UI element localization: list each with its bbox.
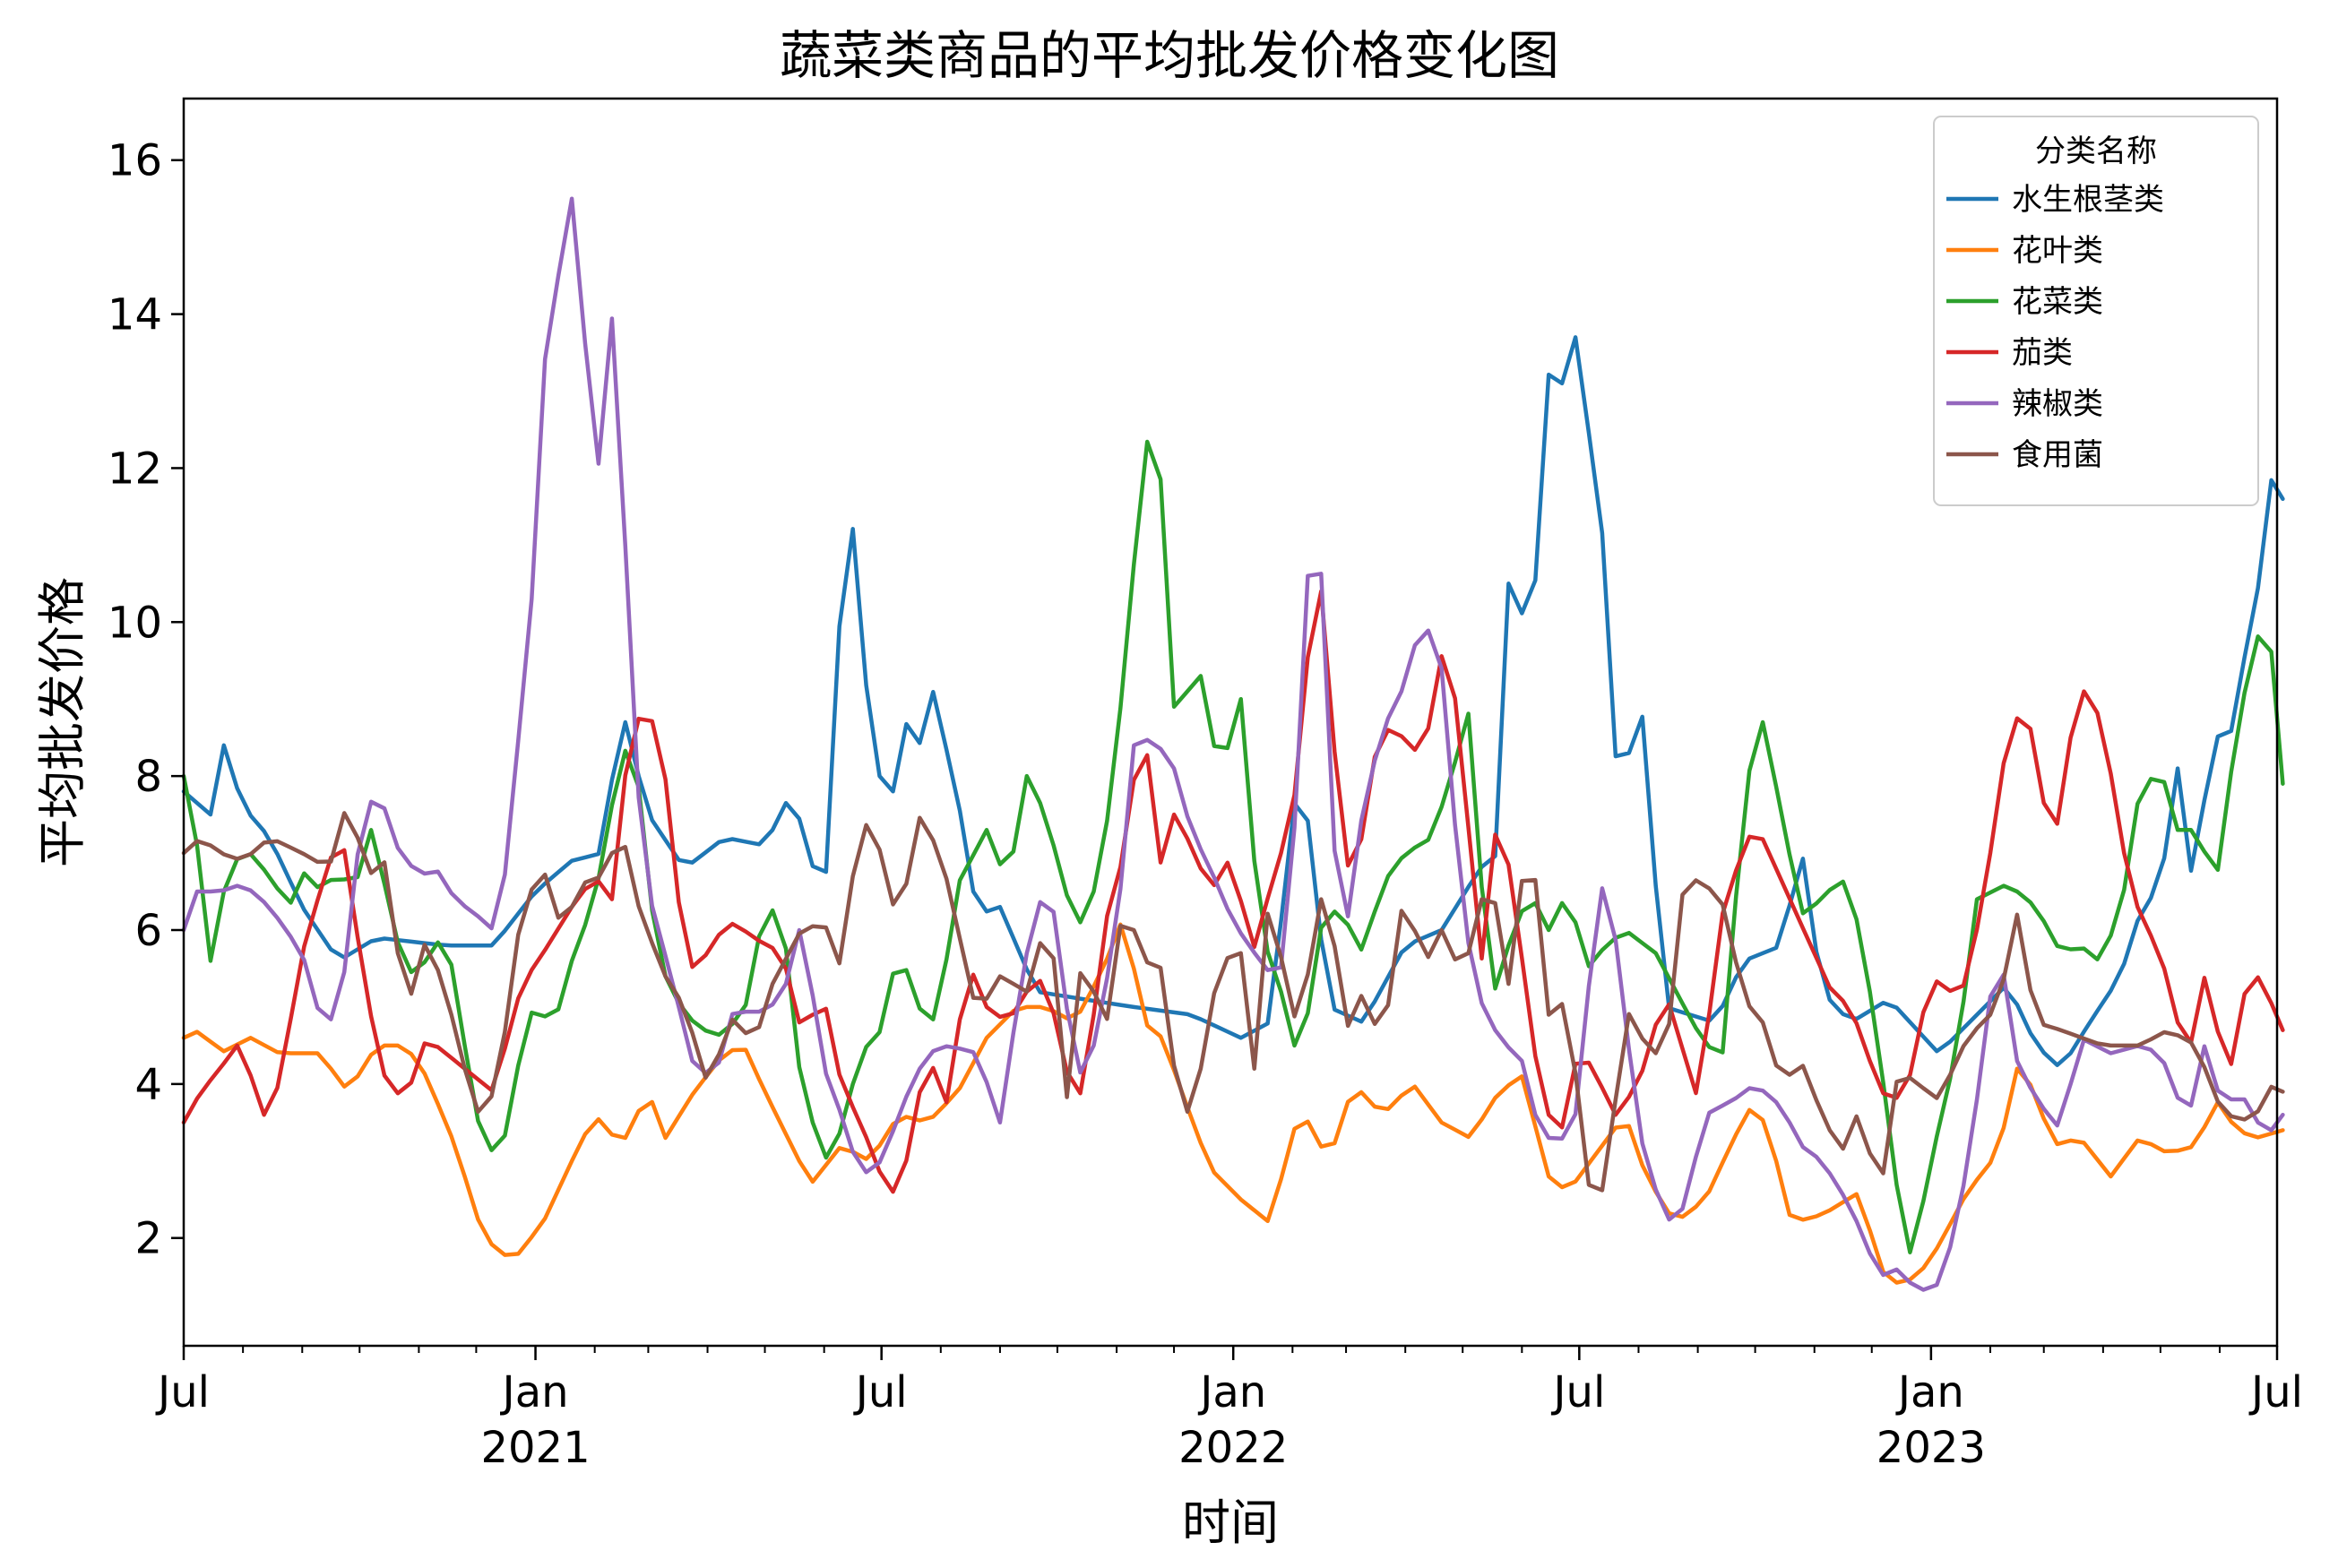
legend-entry-label: 茄类 [2012, 335, 2073, 371]
x-tick-label: Jul [155, 1367, 210, 1417]
series-line [181, 439, 2285, 1254]
x-tick-year-label: 2021 [480, 1423, 590, 1473]
series-line [181, 922, 2285, 1285]
legend-entry-label: 水生根茎类 [2012, 182, 2164, 218]
legend-entry-label: 花菜类 [2012, 284, 2103, 320]
legend-entry-label: 花叶类 [2012, 233, 2103, 269]
series-line [181, 589, 2285, 1194]
chart-title: 蔬菜类商品的平均批发价格变化图 [780, 25, 1559, 86]
x-tick-year-label: 2023 [1876, 1423, 1986, 1473]
x-tick-year-label: 2022 [1178, 1423, 1288, 1473]
x-axis: Jul Jan 2021 Jul Jan 2022 Jul Jan 2023 Jul [155, 1346, 2303, 1473]
y-tick-label: 16 [108, 136, 162, 186]
series-line [181, 335, 2285, 1067]
y-tick-label: 2 [134, 1214, 162, 1264]
series-line [181, 196, 2285, 1292]
x-tick-label: Jan [1197, 1367, 1266, 1417]
series-line [181, 811, 2285, 1193]
x-tick-label: Jan [500, 1367, 569, 1417]
y-axis: 2 4 6 8 10 12 14 16 [108, 136, 184, 1264]
x-axis-label: 时间 [1182, 1495, 1279, 1551]
y-tick-label: 14 [108, 290, 162, 340]
x-tick-label: Jul [2248, 1367, 2303, 1417]
plot-series [181, 196, 2285, 1292]
legend-title: 分类名称 [2035, 134, 2157, 169]
legend-box [1933, 116, 2259, 506]
plot-frame [182, 97, 2279, 1348]
x-tick-label: Jan [1895, 1367, 1964, 1417]
y-axis-label: 平均批发价格 [34, 577, 91, 867]
y-tick-label: 12 [108, 444, 162, 494]
y-tick-label: 10 [108, 598, 162, 648]
x-tick-label: Jul [853, 1367, 908, 1417]
y-tick-label: 4 [134, 1060, 162, 1110]
y-tick-label: 6 [134, 906, 162, 956]
y-tick-label: 8 [134, 752, 162, 802]
legend-entry-label: 辣椒类 [2012, 386, 2103, 422]
legend-entry-label: 食用菌 [2012, 437, 2103, 473]
x-tick-label: Jul [1550, 1367, 1605, 1417]
